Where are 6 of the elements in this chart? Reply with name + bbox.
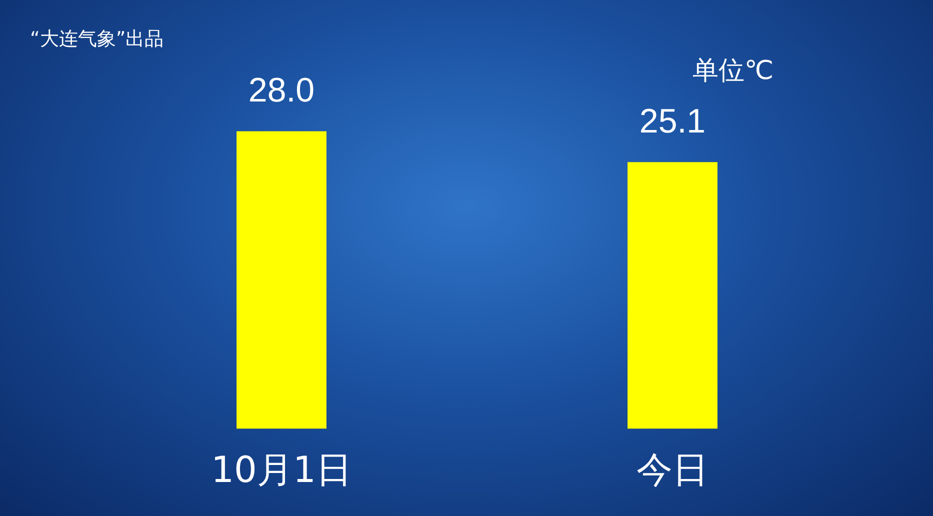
x-tick-label: 今日 [636,450,708,491]
data-label: 25.1 [639,102,706,140]
text: 单位℃ [692,56,774,86]
chart-title: “大连气象”出品 [30,28,164,50]
data-label: 28.0 [248,72,315,110]
x-tick-label: 10月1日 [211,450,352,491]
